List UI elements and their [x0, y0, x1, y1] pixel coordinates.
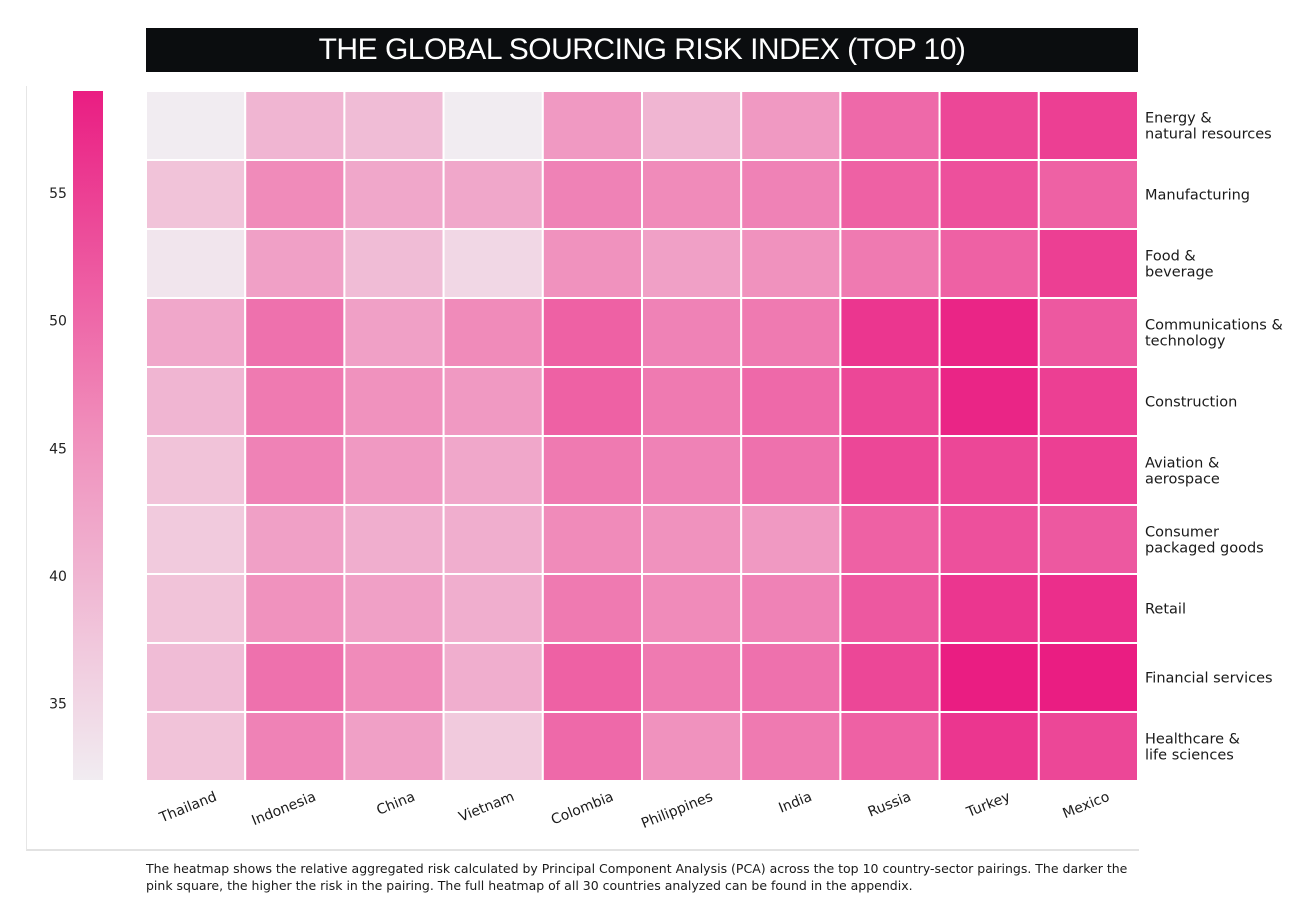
heatmap-cell [541, 366, 643, 437]
heatmap-cell [442, 90, 544, 161]
heatmap-cell [541, 159, 643, 230]
heatmap-cell [442, 573, 544, 644]
heatmap-cell [343, 504, 445, 575]
heatmap-cell [938, 711, 1040, 782]
heatmap-cell [839, 297, 941, 368]
chart-title: THE GLOBAL SOURCING RISK INDEX (TOP 10) [146, 28, 1138, 72]
heatmap-cell [1037, 90, 1140, 161]
heatmap-cell [541, 228, 643, 299]
colorbar-tick-label: 55 [49, 186, 67, 202]
heatmap-cell [1037, 159, 1140, 230]
sector-label: Financial services [1145, 671, 1273, 687]
heatmap-cell [442, 159, 544, 230]
sector-label: Aviation & aerospace [1145, 456, 1220, 488]
heatmap-cell [145, 642, 247, 713]
heatmap-cell [442, 228, 544, 299]
heatmap-cell [839, 711, 941, 782]
heatmap-cell [839, 504, 941, 575]
colorbar-tick-label: 35 [49, 696, 67, 712]
heatmap-cell [938, 159, 1040, 230]
heatmap-cell [1037, 711, 1140, 782]
heatmap-cell [641, 90, 743, 161]
sector-label: Healthcare & life sciences [1145, 732, 1240, 764]
heatmap-cell [641, 504, 743, 575]
heatmap-cell [343, 711, 445, 782]
heatmap-cell [442, 642, 544, 713]
heatmap-cell [740, 435, 842, 506]
colorbar-tick-label: 45 [49, 441, 67, 457]
heatmap-cell [1037, 366, 1140, 437]
heatmap-cell [740, 366, 842, 437]
heatmap-cell [145, 711, 247, 782]
sector-label: Communications & technology [1145, 318, 1283, 350]
heatmap-cell [1037, 435, 1140, 506]
chart-caption: The heatmap shows the relative aggregate… [146, 861, 1128, 893]
heatmap-cell [244, 573, 346, 644]
heatmap-cell [343, 297, 445, 368]
heatmap-cell [145, 573, 247, 644]
heatmap-cell [740, 642, 842, 713]
heatmap-cell [839, 159, 941, 230]
sector-label: Construction [1145, 395, 1237, 411]
heatmap-cell [541, 573, 643, 644]
heatmap-cell [1037, 297, 1140, 368]
heatmap-cell [1037, 504, 1140, 575]
heatmap-cell [839, 90, 941, 161]
heatmap-cell [244, 504, 346, 575]
heatmap-cell [938, 504, 1040, 575]
sector-label: Consumer packaged goods [1145, 525, 1264, 557]
heatmap-cell [938, 573, 1040, 644]
heatmap-cell [343, 642, 445, 713]
heatmap-cell [938, 297, 1040, 368]
heatmap-cell [641, 159, 743, 230]
heatmap-cell [541, 504, 643, 575]
heatmap-cell [343, 228, 445, 299]
heatmap-cell [145, 366, 247, 437]
heatmap-cell [244, 159, 346, 230]
heatmap-cell [740, 573, 842, 644]
colorbar-tick-label: 40 [49, 569, 67, 585]
heatmap-cell [1037, 573, 1140, 644]
sector-label: Manufacturing [1145, 188, 1250, 204]
heatmap-cell [641, 297, 743, 368]
heatmap-cell [244, 90, 346, 161]
heatmap-cell [244, 297, 346, 368]
heatmap-cell [938, 366, 1040, 437]
heatmap-cell [541, 435, 643, 506]
heatmap-cell [343, 573, 445, 644]
heatmap-cell [343, 159, 445, 230]
heatmap-cell [145, 435, 247, 506]
heatmap-cell [244, 711, 346, 782]
heatmap-cell [442, 366, 544, 437]
sector-label: Retail [1145, 602, 1186, 618]
heatmap-cell [740, 159, 842, 230]
colorbar [73, 91, 103, 780]
heatmap-cell [641, 366, 743, 437]
heatmap-cell [244, 366, 346, 437]
heatmap-cell [442, 504, 544, 575]
heatmap-cell [641, 711, 743, 782]
colorbar-tick-label: 50 [49, 314, 67, 330]
heatmap-cell [839, 573, 941, 644]
heatmap-cell [343, 366, 445, 437]
sector-label: Energy & natural resources [1145, 111, 1272, 143]
heatmap-cell [541, 711, 643, 782]
heatmap-cell [740, 228, 842, 299]
heatmap-cell [442, 711, 544, 782]
heatmap-cell [541, 642, 643, 713]
heatmap-cell [244, 435, 346, 506]
sector-label: Food & beverage [1145, 249, 1214, 281]
chart-frame [26, 86, 1139, 851]
